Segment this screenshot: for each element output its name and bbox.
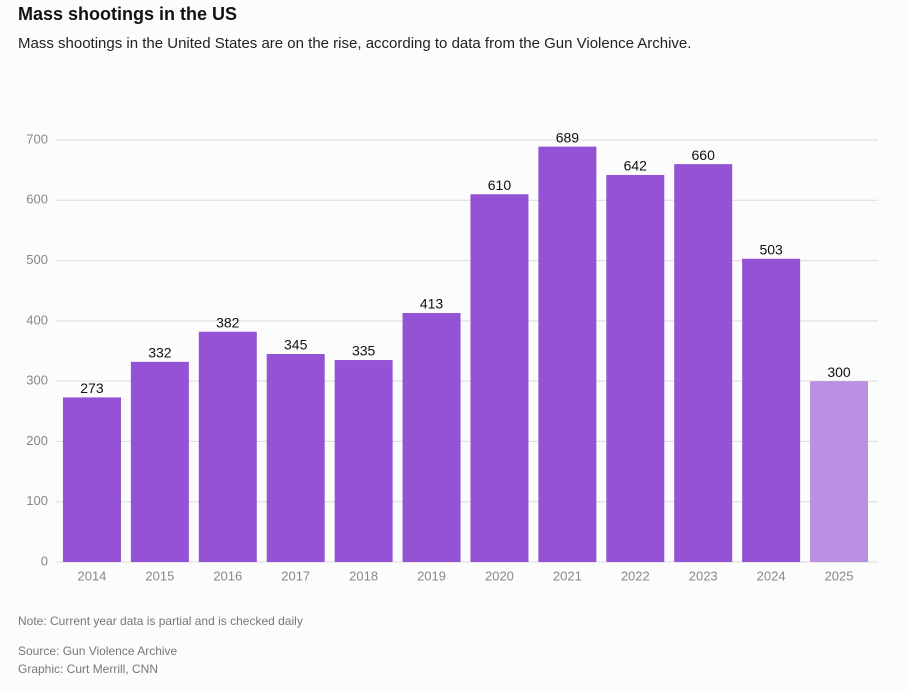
data-label: 642: [624, 158, 648, 174]
data-label: 300: [827, 364, 851, 380]
y-tick-label: 500: [26, 252, 48, 267]
bar: [470, 194, 529, 562]
x-tick-label: 2017: [281, 568, 310, 583]
bar: [62, 397, 121, 562]
x-tick-label: 2019: [417, 568, 446, 583]
y-tick-label: 700: [26, 131, 48, 146]
data-label: 689: [556, 129, 580, 145]
data-label: 413: [420, 296, 444, 312]
data-label: 335: [352, 343, 376, 359]
y-tick-label: 400: [26, 312, 48, 327]
bar: [606, 174, 665, 563]
x-tick-label: 2016: [213, 568, 242, 583]
bar: [334, 360, 393, 562]
credit: Graphic: Curt Merrill, CNN: [18, 662, 158, 676]
x-tick-label: 2014: [77, 568, 106, 583]
data-label: 610: [488, 177, 512, 193]
bar: [198, 331, 257, 562]
x-tick-label: 2024: [757, 568, 786, 583]
bar: [402, 313, 461, 562]
bar: [674, 164, 733, 562]
x-tick-label: 2025: [825, 568, 854, 583]
bar: [266, 354, 325, 562]
x-tick-label: 2015: [145, 568, 174, 583]
y-tick-label: 600: [26, 192, 48, 207]
data-label: 332: [148, 345, 172, 361]
source: Source: Gun Violence Archive: [18, 644, 178, 658]
data-label: 382: [216, 314, 240, 330]
y-tick-label: 0: [41, 553, 48, 568]
y-tick-label: 100: [26, 493, 48, 508]
bar: [130, 361, 189, 562]
x-tick-label: 2020: [485, 568, 514, 583]
x-tick-label: 2022: [621, 568, 650, 583]
x-tick-label: 2023: [689, 568, 718, 583]
bar: [538, 146, 597, 563]
bar: [810, 381, 869, 562]
y-tick-label: 200: [26, 433, 48, 448]
chart-subtitle: Mass shootings in the United States are …: [18, 35, 691, 52]
y-tick-label: 300: [26, 373, 48, 388]
note: Note: Current year data is partial and i…: [18, 614, 303, 628]
data-label: 660: [692, 147, 716, 163]
data-label: 503: [759, 241, 783, 257]
data-label: 345: [284, 337, 308, 353]
x-tick-label: 2021: [553, 568, 582, 583]
chart-title: Mass shootings in the US: [18, 4, 237, 24]
bar: [742, 258, 801, 562]
x-tick-label: 2018: [349, 568, 378, 583]
data-label: 273: [80, 380, 104, 396]
